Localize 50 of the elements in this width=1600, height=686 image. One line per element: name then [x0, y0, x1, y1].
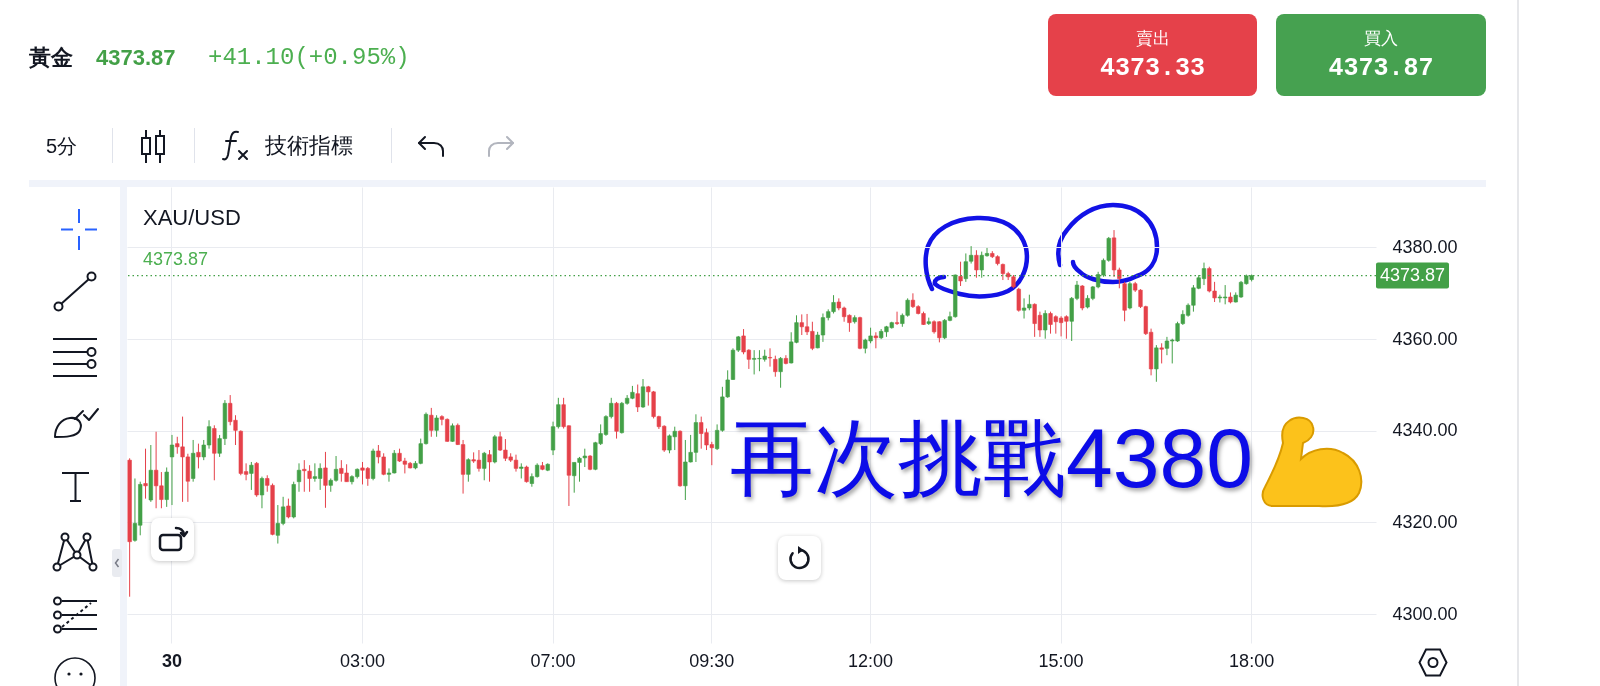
- candlestick: [434, 414, 439, 438]
- candlestick: [482, 451, 487, 481]
- x-tick-label: 07:00: [530, 650, 576, 671]
- candlestick: [767, 347, 773, 368]
- text: 4373.87: [96, 44, 176, 72]
- candlestick: [778, 356, 783, 389]
- ref-line-label: 4373.87: [1379, 264, 1446, 285]
- x-tick-label: 12:00: [848, 650, 894, 671]
- annotation: 再次挑戰4380: [730, 411, 1253, 505]
- annotation: XAU/USD: [143, 204, 241, 232]
- candlestick: [323, 451, 328, 509]
- y-tick-label: 4340.00: [1392, 420, 1458, 441]
- candlestick: [1154, 344, 1159, 383]
- y-tick-label: 4360.00: [1392, 328, 1458, 349]
- candlestick: [873, 331, 878, 349]
- candlestick: [640, 378, 646, 409]
- candlestick: [773, 355, 778, 378]
- x-tick-label: 03:00: [339, 650, 386, 671]
- candlestick: [1016, 287, 1021, 313]
- y-tick-label: 4380.00: [1392, 236, 1458, 257]
- text: +41.10(+0.95%): [208, 44, 410, 72]
- text: 技術指標: [265, 132, 353, 160]
- candlestick: [143, 448, 148, 500]
- candlestick: [296, 462, 302, 493]
- candlestick: [487, 449, 492, 483]
- chart-title: 黃金: [29, 44, 73, 72]
- x-tick-label: 30: [161, 650, 182, 671]
- candlestick: [169, 434, 175, 506]
- text: 5分: [46, 134, 78, 159]
- button: 買入 4373.87: [1276, 14, 1486, 96]
- x-tick-label: 15:00: [1038, 650, 1084, 671]
- annotation: 4373.87: [143, 248, 209, 270]
- y-tick-label: 4320.00: [1392, 511, 1458, 532]
- candlestick: [249, 461, 254, 491]
- candlestick: [196, 443, 201, 469]
- candlestick: [259, 476, 265, 509]
- y-tick-label: 4300.00: [1392, 603, 1458, 624]
- candlestick: [974, 249, 979, 279]
- x-tick-label: 18:00: [1229, 650, 1275, 671]
- candlestick: [635, 384, 640, 413]
- candlestick: [429, 407, 434, 438]
- candlestick: [1043, 309, 1048, 340]
- button: 賣出 4373.33: [1048, 14, 1257, 96]
- candlestick: [1159, 342, 1164, 364]
- candlestick: [1080, 284, 1085, 311]
- candlestick: [958, 261, 963, 287]
- x-tick-label: 09:30: [689, 650, 735, 671]
- candlestick: [466, 457, 471, 483]
- candlestick: [450, 422, 455, 443]
- candlestick: [894, 311, 900, 326]
